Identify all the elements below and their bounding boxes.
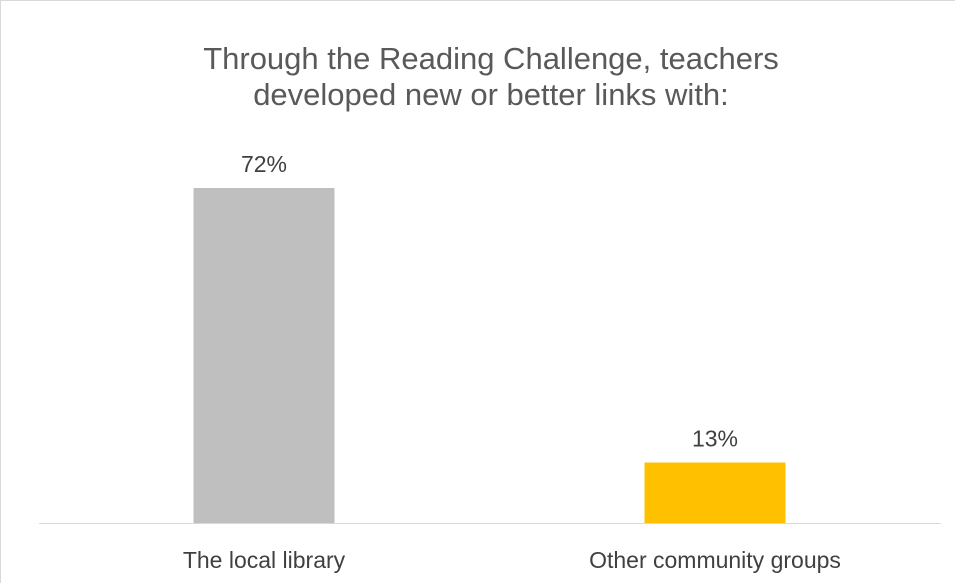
category-label-1: The local library — [183, 547, 346, 573]
data-label-1: 72% — [241, 151, 287, 177]
data-label-2: 13% — [692, 426, 738, 452]
bar-2 — [644, 462, 786, 523]
category-label-2: Other community groups — [589, 547, 841, 573]
chart-title: Through the Reading Challenge, teachers … — [203, 41, 779, 112]
bar-1 — [193, 188, 335, 523]
